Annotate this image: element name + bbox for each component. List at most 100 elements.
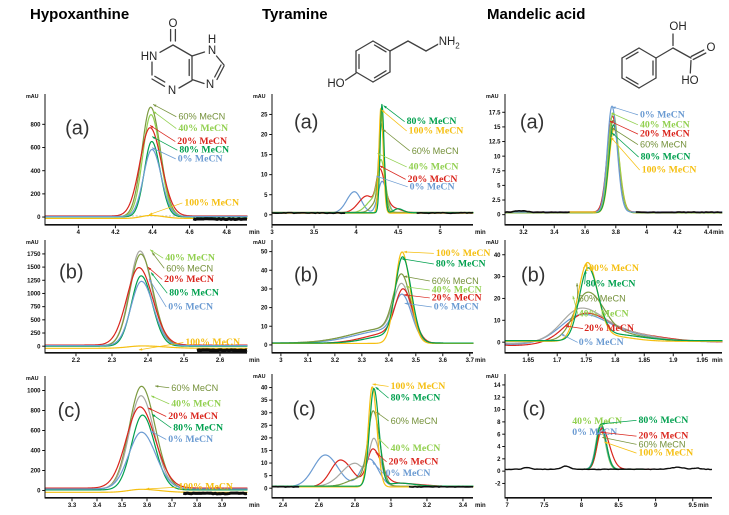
leader-arrowhead xyxy=(610,137,614,141)
trace-label: 0% MeCN xyxy=(386,468,431,479)
y-tick-label: 12.5 xyxy=(489,140,501,146)
leader-arrowhead xyxy=(611,113,615,116)
leader-arrowhead xyxy=(610,127,615,131)
y-tick-label: 20 xyxy=(261,436,268,442)
trace-label: 100% MeCN xyxy=(642,165,697,176)
leader-arrowhead xyxy=(584,270,587,274)
trace-label: 20% MeCN xyxy=(168,411,218,422)
x-tick-label: 4 xyxy=(354,230,358,236)
panel-mandelic-acid-b: 0 10 20 30 40 mAU 1.65 1.7 1.75 1.8 1.85 1.9 1.95 min… xyxy=(486,240,723,364)
y-tick-label: 30 xyxy=(494,275,501,281)
trace-0mecn xyxy=(271,454,474,488)
leader-arrowhead xyxy=(150,125,154,129)
x-tick-label: 3.9 xyxy=(218,503,227,509)
trace-label: 40% MeCN xyxy=(165,253,215,264)
x-tick-label: 7 xyxy=(506,503,510,509)
leader-arrowhead xyxy=(584,263,588,267)
y-tick-label: 2 xyxy=(497,457,501,463)
trace-label: 40% MeCN xyxy=(640,119,690,130)
trace-label: 80% MeCN xyxy=(639,415,689,426)
trace-80mecn xyxy=(504,267,723,342)
x-tick-label: 2.2 xyxy=(72,358,81,364)
x-tick-label: 8.5 xyxy=(614,503,623,509)
panel-mandelic-acid-a: 0 2.5 5 7.5 10 12.5 15 17.5 mAU 3.2 3.4 3.6 3.8 4 4.2 4… xyxy=(486,94,724,236)
x-tick-label: 1.75 xyxy=(580,358,592,364)
y-tick-label: 10 xyxy=(261,173,268,179)
leader-arrowhead xyxy=(378,438,382,442)
trace-label: 0% MeCN xyxy=(410,181,455,192)
leader-arrowhead xyxy=(375,387,379,391)
leader-line xyxy=(383,105,405,122)
y-tick-label: 1250 xyxy=(27,278,41,284)
y-tick-label: 10 xyxy=(261,324,268,330)
leader-line xyxy=(403,294,430,299)
y-tick-label: 400 xyxy=(30,449,41,455)
y-tick-label: 25 xyxy=(261,113,268,119)
leader-line xyxy=(403,275,430,282)
y-tick-label: 15 xyxy=(494,125,501,131)
trace-label: 80% MeCN xyxy=(641,152,691,163)
x-tick-label: 3.6 xyxy=(581,230,590,236)
leader-line xyxy=(150,395,170,405)
panel-letter: (a) xyxy=(65,118,89,140)
trace-label: 40% MeCN xyxy=(572,416,622,427)
panel-letter: (c) xyxy=(292,398,315,420)
bond xyxy=(690,49,705,58)
leader-arrowhead xyxy=(597,431,601,434)
y-tick-label: 15 xyxy=(261,449,268,455)
bond xyxy=(638,77,657,89)
trace-label: 100% MeCN xyxy=(391,381,446,392)
x-axis-unit: min xyxy=(475,230,486,236)
bond xyxy=(154,75,166,83)
x-tick-label: 9 xyxy=(654,503,658,509)
bond xyxy=(344,72,357,82)
bond xyxy=(215,55,225,66)
bond xyxy=(178,79,193,89)
leader-line xyxy=(602,436,637,445)
baseline-noise xyxy=(635,211,723,214)
y-tick-label: 40 xyxy=(261,386,268,392)
y-axis-unit: mAU xyxy=(26,94,39,100)
y-tick-label: 10 xyxy=(494,408,501,414)
x-tick-label: 9.5 xyxy=(689,503,698,509)
leader-arrowhead xyxy=(379,165,383,169)
x-tick-label: 2.3 xyxy=(108,358,117,364)
panel-letter: (b) xyxy=(59,262,83,284)
x-tick-label: 1.7 xyxy=(553,358,562,364)
leader-arrowhead xyxy=(560,333,565,337)
trace-label: 0% MeCN xyxy=(168,301,213,312)
leader-arrowhead xyxy=(599,424,603,427)
panel-letter: (c) xyxy=(522,398,545,420)
atom-label: NH xyxy=(439,36,456,48)
leader-arrowhead xyxy=(375,451,379,456)
bond xyxy=(373,44,387,53)
y-tick-label: 50 xyxy=(261,250,268,256)
baseline-noise xyxy=(196,348,248,353)
y-tick-label: 8 xyxy=(497,420,501,426)
leader-arrowhead xyxy=(403,293,407,297)
leader-line xyxy=(151,136,178,151)
y-tick-label: 1750 xyxy=(27,252,41,258)
leader-arrowhead xyxy=(152,136,156,140)
x-tick-label: 3.4 xyxy=(459,503,468,509)
y-tick-label: -2 xyxy=(495,482,501,488)
x-tick-label: 1.9 xyxy=(669,358,678,364)
trace-label: 20% MeCN xyxy=(640,129,690,140)
trace-label: 40% MeCN xyxy=(171,398,221,409)
trace-label: 100% MeCN xyxy=(409,126,464,137)
baseline-noise xyxy=(416,211,474,215)
bond xyxy=(214,64,222,78)
panel-letter: (b) xyxy=(521,265,545,287)
x-tick-label: 3 xyxy=(279,358,283,364)
leader-line xyxy=(404,302,432,308)
leader-arrowhead xyxy=(611,132,616,136)
x-axis-unit: min xyxy=(249,503,260,509)
y-tick-label: 10 xyxy=(494,318,501,324)
trace-label: 80% MeCN xyxy=(586,279,636,290)
bond xyxy=(355,40,374,52)
x-tick-label: 3.7 xyxy=(168,503,177,509)
trace-label: 20% MeCN xyxy=(389,456,439,467)
x-tick-label: 4.4 xyxy=(148,230,157,236)
x-tick-label: 3.8 xyxy=(193,503,202,509)
